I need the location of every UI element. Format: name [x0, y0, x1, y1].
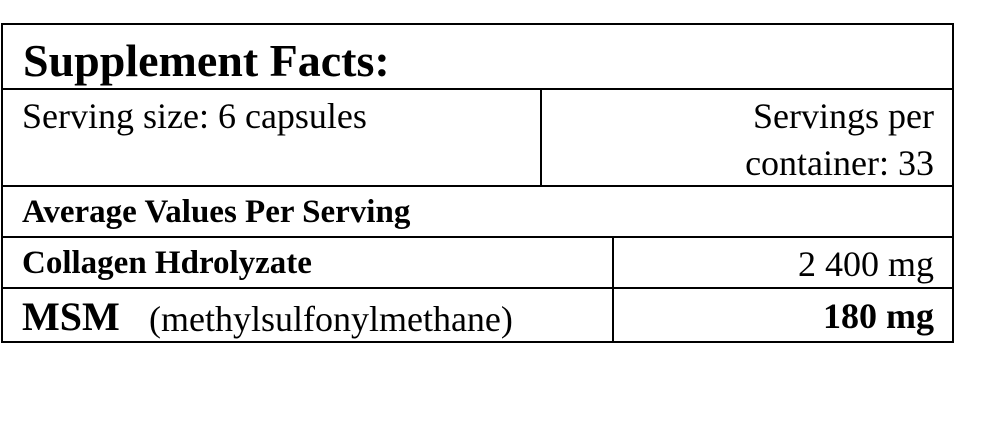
ingredient-name-cell: MSM (methylsulfonylmethane)	[1, 287, 614, 343]
ingredient-amount-cell: 2 400 mg	[612, 236, 954, 289]
ingredient-name-cell: Collagen Hdrolyzate	[1, 236, 614, 289]
serving-size: Serving size: 6 capsules	[22, 96, 367, 136]
servings-per-container-line2: container: 33	[745, 143, 934, 183]
ingredient-name: MSM	[22, 294, 120, 339]
ingredient-amount-cell: 180 mg	[612, 287, 954, 343]
servings-per-container-cell: Servings per container: 33	[540, 88, 954, 187]
section-heading-row: Average Values Per Serving	[1, 185, 954, 238]
ingredient-note: (methylsulfonylmethane)	[149, 299, 513, 339]
ingredient-amount: 2 400 mg	[797, 244, 934, 284]
title-row: Supplement Facts:	[1, 23, 954, 90]
ingredient-name: Collagen Hdrolyzate	[22, 245, 312, 281]
serving-size-cell: Serving size: 6 capsules	[1, 88, 542, 187]
section-heading: Average Values Per Serving	[22, 194, 411, 230]
ingredient-amount: 180 mg	[823, 296, 934, 336]
servings-per-container-line1: Servings per	[753, 96, 934, 136]
panel-title: Supplement Facts:	[23, 35, 390, 86]
